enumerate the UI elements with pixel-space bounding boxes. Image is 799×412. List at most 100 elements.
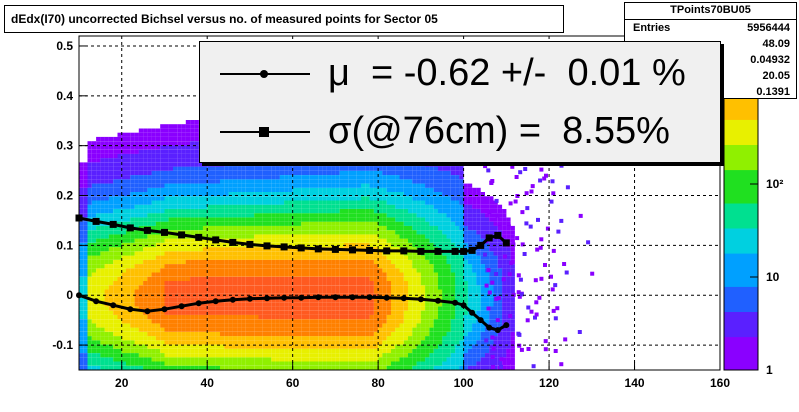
heatmap-cell bbox=[168, 179, 173, 184]
heatmap-cell bbox=[429, 192, 434, 197]
heatmap-cell bbox=[271, 200, 276, 205]
heatmap-cell bbox=[96, 158, 101, 163]
heatmap-cell bbox=[190, 310, 195, 315]
heatmap-cell bbox=[117, 247, 122, 252]
heatmap-cell bbox=[202, 285, 208, 290]
heatmap-cell bbox=[147, 238, 152, 243]
heatmap-cell bbox=[173, 268, 178, 273]
heatmap-cell bbox=[314, 242, 319, 248]
heatmap-cell bbox=[386, 230, 391, 235]
heatmap-cell bbox=[79, 357, 84, 362]
heatmap-cell bbox=[399, 353, 404, 358]
heatmap-cell bbox=[117, 175, 122, 180]
heatmap-cell bbox=[117, 331, 122, 337]
heatmap-cell bbox=[198, 331, 203, 337]
heatmap-cell bbox=[151, 132, 156, 137]
heatmap-cell bbox=[416, 162, 421, 167]
heatmap-cell bbox=[245, 221, 250, 226]
heatmap-cell bbox=[147, 149, 152, 154]
heatmap-cell bbox=[352, 289, 357, 294]
heatmap-cell bbox=[113, 255, 118, 260]
heatmap-cell bbox=[420, 327, 426, 332]
heatmap-cell bbox=[322, 353, 327, 358]
heatmap-cell bbox=[143, 183, 148, 188]
heatmap-cell bbox=[202, 357, 208, 362]
heatmap-cell bbox=[134, 217, 139, 222]
heatmap-cell bbox=[382, 357, 387, 362]
heatmap-cell bbox=[100, 196, 105, 201]
heatmap-cell bbox=[185, 209, 191, 214]
heatmap-cell bbox=[249, 187, 255, 192]
heatmap-cell bbox=[108, 327, 114, 332]
heatmap-cell bbox=[130, 340, 135, 345]
heatmap-cell bbox=[314, 221, 319, 226]
heatmap-cell bbox=[113, 251, 118, 256]
heatmap-cell bbox=[296, 221, 302, 226]
heatmap-cell bbox=[348, 276, 353, 281]
heatmap-cell bbox=[429, 323, 434, 328]
heatmap-cell bbox=[245, 251, 250, 256]
heatmap-cell bbox=[100, 357, 105, 362]
heatmap-cell bbox=[224, 327, 229, 332]
heatmap-cell bbox=[202, 276, 208, 281]
heatmap-cell bbox=[130, 293, 135, 298]
heatmap-cell bbox=[241, 170, 246, 175]
heatmap-cell bbox=[267, 361, 272, 366]
heatmap-cell bbox=[378, 234, 383, 239]
heatmap-cell bbox=[361, 302, 366, 307]
heatmap-cell bbox=[155, 141, 161, 146]
heatmap-cell bbox=[160, 234, 165, 239]
heatmap-cell bbox=[322, 336, 327, 341]
heatmap-cell bbox=[215, 170, 220, 175]
heatmap-cell bbox=[211, 255, 216, 260]
heatmap-cell bbox=[369, 183, 374, 188]
heatmap-cell bbox=[279, 276, 285, 281]
heatmap-cell bbox=[339, 302, 344, 307]
heatmap-cell bbox=[309, 293, 315, 298]
heatmap-cell bbox=[155, 361, 161, 366]
heatmap-cell bbox=[420, 204, 426, 209]
heatmap-cell bbox=[391, 361, 396, 366]
heatmap-cell bbox=[241, 179, 246, 184]
heatmap-cell bbox=[296, 166, 302, 171]
heatmap-cell bbox=[395, 285, 400, 290]
heatmap-cell bbox=[104, 314, 109, 320]
heatmap-cell bbox=[429, 264, 434, 269]
heatmap-cell bbox=[296, 209, 302, 214]
heatmap-cell bbox=[147, 272, 152, 277]
heatmap-cell bbox=[369, 302, 374, 307]
heatmap-cell bbox=[386, 213, 391, 218]
heatmap-cell bbox=[267, 166, 272, 171]
heatmap-cell bbox=[220, 221, 225, 226]
heatmap-cell bbox=[147, 289, 152, 294]
heatmap-cell bbox=[361, 187, 366, 192]
heatmap-cell bbox=[134, 242, 139, 248]
heatmap-cell bbox=[224, 196, 229, 201]
heatmap-cell bbox=[343, 162, 349, 167]
heatmap-cell bbox=[151, 179, 156, 184]
heatmap-cell bbox=[386, 268, 391, 273]
heatmap-cell bbox=[168, 204, 173, 209]
heatmap-cell bbox=[168, 276, 173, 281]
heatmap-cell bbox=[202, 298, 208, 303]
heatmap-cell bbox=[335, 289, 340, 294]
heatmap-cell bbox=[382, 331, 387, 337]
heatmap-cell bbox=[151, 289, 156, 294]
heatmap-cell bbox=[241, 259, 246, 264]
heatmap-cell bbox=[408, 230, 413, 235]
heatmap-cell bbox=[288, 302, 293, 307]
heatmap-cell bbox=[343, 357, 349, 362]
heatmap-cell bbox=[143, 209, 148, 214]
heatmap-cell bbox=[267, 353, 272, 358]
heatmap-cell bbox=[220, 179, 225, 184]
heatmap-cell bbox=[164, 268, 169, 273]
heatmap-cell bbox=[194, 124, 199, 129]
heatmap-cell bbox=[202, 234, 208, 239]
heatmap-cell bbox=[403, 281, 409, 286]
heatmap-cell bbox=[275, 196, 280, 201]
heatmap-cell bbox=[160, 200, 165, 205]
heatmap-cell bbox=[224, 213, 229, 218]
heatmap-cell bbox=[348, 179, 353, 184]
heatmap-cell bbox=[211, 276, 216, 281]
heatmap-cell bbox=[138, 145, 144, 150]
